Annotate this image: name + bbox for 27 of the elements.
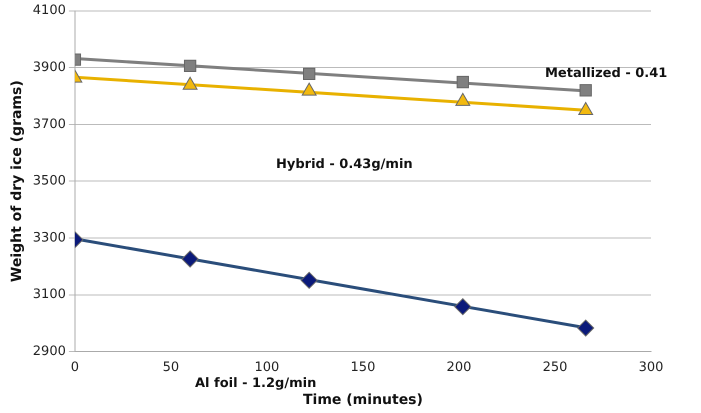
point [184, 60, 196, 72]
x-tick-label: 250 [542, 360, 568, 375]
annotation: Metallized - 0.41 [545, 66, 668, 81]
y-axis-title: Weight of dry ice (grams) [9, 80, 26, 282]
x-tick-label: 150 [350, 360, 376, 375]
y-tick-label: 3900 [32, 60, 66, 75]
y-tick-label: 3500 [32, 174, 66, 189]
point [577, 320, 594, 337]
y-tick-label: 3100 [32, 287, 66, 302]
point [300, 272, 318, 289]
y-tick-label: 4100 [32, 3, 66, 18]
point [580, 84, 592, 96]
x-tick-label: 0 [70, 360, 80, 375]
annotation: Hybrid - 0.43g/min [276, 157, 413, 172]
x-tick-label: 50 [162, 360, 180, 375]
x-tick-label: 100 [254, 360, 280, 375]
point [182, 250, 199, 268]
y-tick-label: 2900 [32, 344, 66, 359]
y-tick-label: 3300 [32, 230, 66, 246]
x-axis-title: Time (minutes) [302, 392, 423, 408]
x-tick-label: 200 [446, 360, 472, 375]
point [456, 76, 469, 88]
y-tick-label: 3700 [32, 116, 66, 132]
point [303, 68, 316, 80]
x-tick-label: 300 [638, 360, 664, 375]
point [454, 298, 472, 316]
text: Al foil - 1.2g/min [195, 376, 316, 391]
